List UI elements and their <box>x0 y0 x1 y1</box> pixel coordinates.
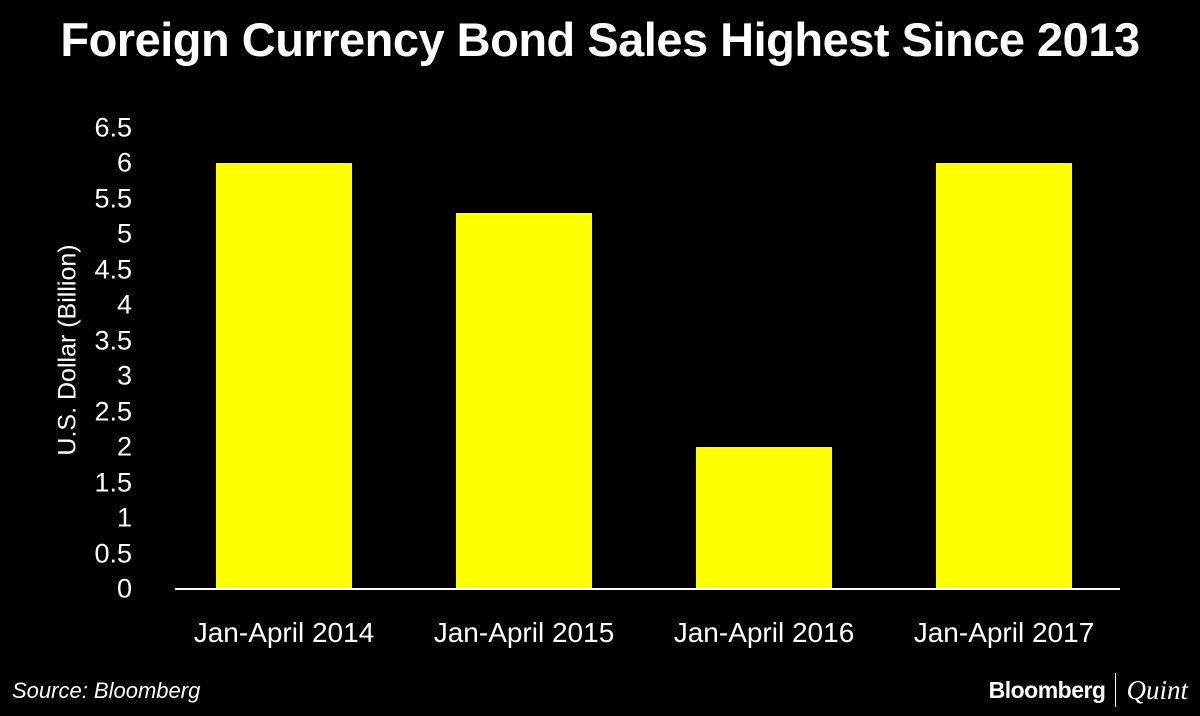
x-tick-label: Jan-April 2015 <box>433 617 615 648</box>
y-tick: 4 <box>116 289 132 320</box>
y-tick: 3.5 <box>94 325 132 355</box>
y-tick: 1 <box>116 502 132 533</box>
y-axis-label: U.S. Dollar (Billion) <box>53 244 82 456</box>
x-tick-label: Jan-April 2014 <box>193 617 375 648</box>
y-tick: 4.5 <box>94 254 132 284</box>
source-note: Source: Bloomberg <box>12 678 201 703</box>
bar <box>216 163 352 589</box>
bloomberg-wordmark: Bloomberg <box>988 676 1106 703</box>
chart-title: Foreign Currency Bond Sales Highest Sinc… <box>60 13 1140 66</box>
y-tick: 6.5 <box>94 112 132 142</box>
y-tick: 2.5 <box>94 396 132 426</box>
y-tick: 2 <box>116 431 132 462</box>
x-axis-line <box>175 588 1120 590</box>
bar <box>936 163 1072 589</box>
y-tick: 3 <box>116 360 132 391</box>
y-tick: 5 <box>116 218 132 249</box>
bar <box>696 447 832 589</box>
brand-divider <box>1115 673 1117 707</box>
x-tick-label: Jan-April 2016 <box>673 617 855 648</box>
quint-wordmark: Quint <box>1126 674 1188 705</box>
y-tick: 1.5 <box>94 467 132 497</box>
x-tick-label: Jan-April 2017 <box>913 617 1095 648</box>
y-tick: 6 <box>116 147 132 178</box>
bar <box>456 212 592 589</box>
y-tick: 0 <box>116 573 132 604</box>
y-tick: 0.5 <box>94 538 132 568</box>
brand-logo: Bloomberg Quint <box>989 673 1188 707</box>
y-tick: 5.5 <box>94 183 132 213</box>
